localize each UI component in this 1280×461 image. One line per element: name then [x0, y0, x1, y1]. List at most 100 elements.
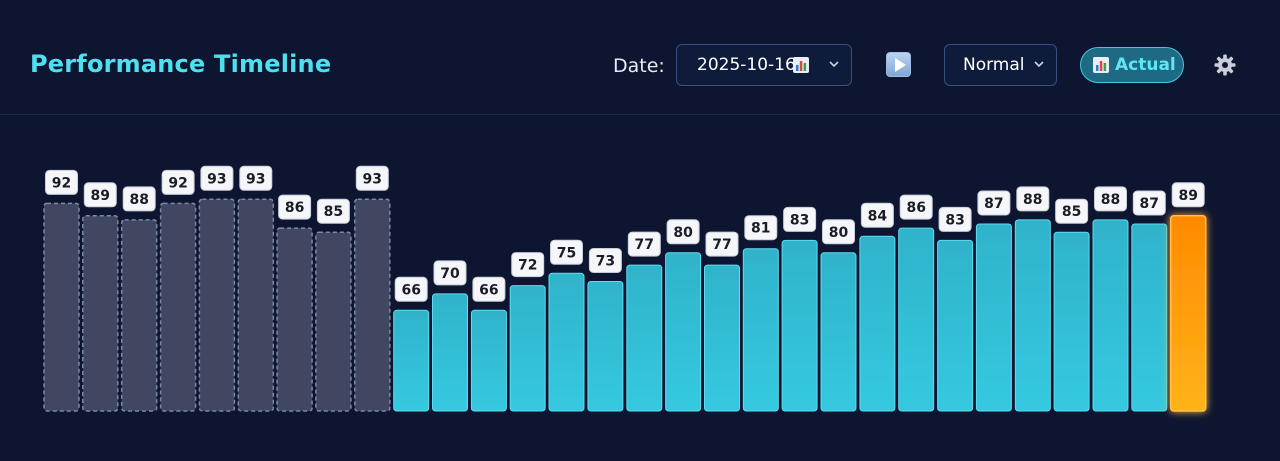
data-label: 83	[790, 212, 809, 228]
data-label: 77	[712, 237, 731, 253]
speed-value: Normal	[963, 55, 1025, 75]
data-label-bg	[472, 276, 506, 302]
bar-current-17[interactable]	[665, 252, 702, 412]
data-label: 87	[1140, 196, 1159, 212]
bar-current-19[interactable]	[742, 248, 779, 412]
actual-toggle-button[interactable]: Actual	[1080, 47, 1184, 83]
data-label-bg	[1016, 186, 1050, 212]
data-label-bg	[705, 231, 739, 257]
data-label: 93	[363, 171, 382, 187]
bar-current-12[interactable]	[470, 309, 507, 412]
gear-icon[interactable]	[1213, 53, 1237, 77]
bar-current-20[interactable]	[781, 239, 818, 412]
bar-current-18[interactable]	[704, 264, 740, 412]
data-label: 75	[557, 245, 576, 261]
header: Performance Timeline Date: 2025-10-16 No…	[0, 0, 1280, 115]
data-label: 77	[635, 237, 654, 253]
bar-current-10[interactable]	[393, 309, 430, 412]
data-label: 89	[1178, 188, 1197, 204]
bar-current-29[interactable]	[1131, 223, 1168, 412]
chevron-down-icon	[829, 61, 839, 68]
date-value: 2025-10-16	[697, 55, 796, 75]
data-label: 80	[829, 225, 849, 241]
bar-chart-icon	[1093, 57, 1109, 73]
data-label: 92	[52, 175, 71, 191]
bar-current-28[interactable]	[1092, 219, 1129, 412]
data-label-bg	[45, 169, 78, 195]
data-label: 66	[401, 282, 420, 298]
bar-past-6[interactable]	[237, 198, 275, 412]
data-label: 93	[207, 171, 226, 187]
bar-past-7[interactable]	[276, 227, 313, 412]
data-label-bg	[239, 165, 273, 191]
data-label-bg	[744, 215, 778, 241]
data-label-bg	[355, 165, 389, 191]
bar-past-8[interactable]	[315, 231, 352, 412]
data-label: 92	[168, 175, 187, 191]
data-label: 86	[906, 200, 925, 216]
bar-current-21[interactable]	[820, 252, 857, 412]
date-select[interactable]: 2025-10-16	[676, 44, 852, 86]
bar-current-23[interactable]	[898, 227, 935, 412]
data-label: 86	[285, 200, 304, 216]
data-label: 81	[751, 221, 770, 237]
data-label-bg	[899, 194, 933, 220]
data-label-bg	[627, 231, 661, 257]
bar-current-13[interactable]	[509, 285, 546, 412]
data-label-bg	[1171, 182, 1205, 208]
data-label-bg	[783, 206, 817, 232]
play-button[interactable]	[886, 52, 911, 77]
bar-chart-icon	[793, 57, 809, 73]
data-label-bg	[588, 248, 622, 273]
data-label-bg	[666, 219, 700, 245]
data-label: 88	[1023, 192, 1042, 208]
data-label: 80	[673, 225, 693, 241]
data-label: 84	[868, 208, 888, 224]
data-label-bg	[511, 252, 545, 278]
data-label-bg	[1132, 190, 1166, 216]
data-label-bg	[550, 239, 583, 265]
bar-past-1[interactable]	[43, 202, 80, 412]
data-label: 70	[440, 266, 460, 282]
bar-current-24[interactable]	[937, 239, 974, 412]
bar-past-5[interactable]	[198, 198, 236, 412]
bar-current-16[interactable]	[626, 264, 663, 412]
data-label-bg	[161, 169, 195, 195]
data-label: 83	[945, 212, 964, 228]
page-title: Performance Timeline	[30, 50, 332, 78]
bar-current-14[interactable]	[548, 272, 585, 412]
bar-past-3[interactable]	[120, 219, 158, 412]
chevron-down-icon	[1034, 61, 1044, 68]
bar-current-15[interactable]	[587, 281, 624, 412]
data-label-bg	[1094, 186, 1127, 212]
data-label-bg	[200, 165, 234, 191]
speed-select[interactable]: Normal	[944, 44, 1057, 86]
bar-current-25[interactable]	[975, 223, 1012, 412]
bar-past-2[interactable]	[82, 215, 119, 412]
data-label-bg	[278, 194, 312, 220]
bar-past-4[interactable]	[159, 202, 197, 412]
data-label-bg	[1055, 198, 1089, 224]
data-label-bg	[822, 219, 855, 245]
data-label-bg	[433, 260, 467, 286]
bar-past-9[interactable]	[354, 198, 391, 412]
data-label: 73	[596, 254, 615, 270]
data-label: 66	[479, 282, 498, 298]
data-label: 88	[1101, 192, 1120, 208]
bar-current-11[interactable]	[432, 293, 468, 412]
data-label-bg	[977, 190, 1011, 216]
data-label: 88	[129, 192, 148, 208]
data-label-bg	[938, 206, 972, 232]
bar-chart: 92 89 88 92 93 93 86 85 93 66 70 66 72 75 73 77 80 77 81 83…	[43, 165, 1207, 412]
data-label-bg	[394, 276, 428, 302]
data-label: 72	[518, 258, 537, 274]
data-label: 89	[91, 188, 110, 204]
data-label-bg	[316, 198, 350, 224]
bar-current-26[interactable]	[1014, 219, 1051, 412]
data-label: 87	[984, 196, 1003, 212]
data-label-bg	[122, 186, 156, 212]
bar-current-22[interactable]	[859, 235, 896, 412]
date-label: Date:	[613, 55, 665, 77]
bar-highlight-30[interactable]	[1169, 215, 1207, 412]
bar-current-27[interactable]	[1053, 231, 1090, 412]
